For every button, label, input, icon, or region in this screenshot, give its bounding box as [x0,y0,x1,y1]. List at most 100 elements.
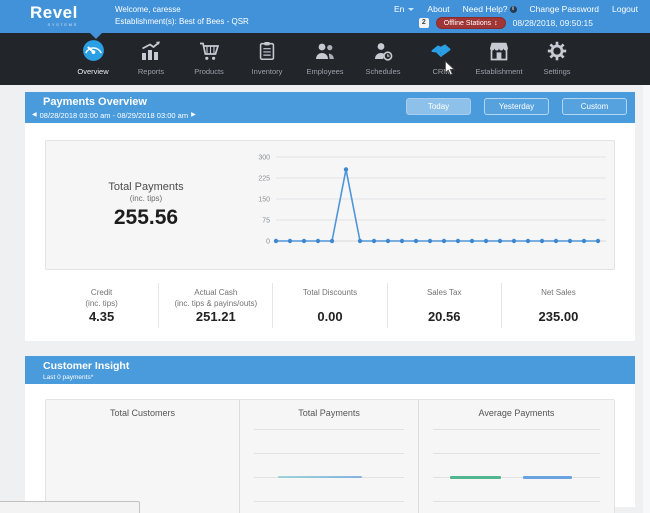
app-header: Revel SYSTEMS Welcome, caresse Establish… [0,0,650,33]
gear-icon [545,39,569,68]
stat-credit: Credit (inc. tips) 4.35 [45,283,158,328]
svg-text:75: 75 [262,217,270,224]
payments-overview-body: Total Payments (inc. tips) 255.56 0 75 150… [25,123,635,342]
gauge-icon [81,38,106,68]
svg-text:300: 300 [258,154,270,161]
column-header: Average Payments [478,408,555,419]
nav-label: Settings [543,67,571,76]
nav-item-products[interactable]: Products [180,40,238,76]
revel-logo[interactable]: Revel SYSTEMS [30,4,78,27]
range-buttons: Today Yesterday Custom [406,98,627,115]
total-payments-label: Total Payments [108,180,184,193]
welcome-block: Welcome, caresse Establishment(s): Best … [115,4,249,29]
offline-stations-button[interactable]: Offline Stations ↕ [435,17,506,29]
customer-insight-section: Customer Insight Last 0 payments* Total … [25,356,635,513]
total-payments-sublabel: (inc. tips) [129,193,163,203]
custom-button[interactable]: Custom [562,98,627,115]
nav-item-inventory[interactable]: Inventory [238,40,296,76]
header-status-row: 2 Offline Stations ↕ 08/28/2018, 09:50:1… [418,17,593,29]
stat-net-sales: Net Sales 235.00 [500,283,615,329]
need-help-link[interactable]: Need Help? i [463,4,517,14]
total-customers-column: Total Customers [46,400,239,513]
average-payments-column: Average Payments [418,400,614,513]
payments-overview-section: Payments Overview ◀ 08/28/2018 03:00 am … [25,92,635,342]
nav-item-crm[interactable]: CRM [412,40,470,76]
main-nav: Overview Reports Products Inventory Empl… [0,33,650,85]
date-range-text: 08/28/2018 03:00 am - 08/29/2018 03:00 a… [39,110,189,120]
customer-insight-header: Customer Insight Last 0 payments* [25,356,635,385]
today-button[interactable]: Today [406,98,471,115]
logo-word: Revel [30,3,78,22]
info-icon: i [509,5,517,13]
nav-label: Overview [77,67,109,76]
chart-segment-teal [278,476,363,479]
nav-label: Inventory [251,67,283,76]
nav-item-employees[interactable]: Employees [296,40,354,76]
establishment-text: Establishment(s): Best of Bees - QSR [115,17,249,27]
stat-value: 235.00 [538,309,579,324]
customer-insight-card: Total Customers Total Payments Average P… [45,399,615,513]
stat-value: 0.00 [317,309,343,324]
stat-actual-cash: Actual Cash (inc. tips & payins/outs) 251… [158,283,272,329]
reports-icon [139,39,163,68]
total-payments-block: Total Payments (inc. tips) 255.56 [46,181,246,230]
header-links: En About Need Help? i Change Password Log… [394,4,638,14]
stat-value: 20.56 [427,309,461,324]
logo-subtext: SYSTEMS [47,22,78,27]
browser-status-popup [0,501,140,513]
mini-chart-grid [419,429,614,503]
prev-day-arrow[interactable]: ◀ [32,112,37,119]
scrollbar-track[interactable] [643,85,650,513]
stat-value: 251.21 [195,309,236,325]
employees-icon [313,39,337,68]
payments-chart-card: Total Payments (inc. tips) 255.56 0 75 150… [45,140,615,270]
store-icon [487,39,511,68]
nav-label: Employees [306,67,344,76]
schedule-icon [371,39,395,68]
welcome-text: Welcome, caresse [115,5,181,14]
active-tab-caret [90,33,102,39]
about-link[interactable]: About [427,4,450,14]
nav-label: Establishment [475,67,523,76]
chevron-down-icon [408,7,415,11]
stat-value: 4.35 [88,309,115,325]
payments-overview-header: Payments Overview ◀ 08/28/2018 03:00 am … [25,92,635,123]
handshake-icon [428,39,454,68]
offline-count-badge: 2 [418,17,429,29]
section-title: Customer Insight [43,360,130,373]
logout-link[interactable]: Logout [612,4,638,14]
nav-item-overview[interactable]: Overview [64,40,122,76]
svg-text:225: 225 [258,175,270,182]
nav-label: CRM [432,67,450,76]
nav-label: Products [194,67,224,76]
column-header: Total Customers [110,408,176,419]
chart-block: 0 75 150 225 300 [246,147,614,264]
nav-item-reports[interactable]: Reports [122,40,180,76]
payments-stats-row: Credit (inc. tips) 4.35 Actual Cash (inc. … [45,283,615,329]
stat-total-discounts: Total Discounts 0.00 [272,283,386,329]
total-payments-value: 255.56 [113,205,179,229]
change-password-link[interactable]: Change Password [529,4,599,14]
language-menu[interactable]: En [394,4,415,14]
svg-text:0: 0 [266,238,270,245]
yesterday-button[interactable]: Yesterday [484,98,549,115]
stat-sales-tax: Sales Tax 20.56 [386,283,501,329]
column-header: Total Payments [298,408,360,419]
mini-chart-grid [240,429,418,503]
total-payments-column: Total Payments [239,400,418,513]
clipboard-icon [256,39,278,68]
customer-insight-body: Total Customers Total Payments Average P… [25,384,635,513]
nav-label: Schedules [365,67,401,76]
nav-label: Reports [137,67,165,76]
chart-segment-blue [523,476,572,479]
nav-item-establishment[interactable]: Establishment [470,40,528,76]
date-range-nav: ◀ 08/28/2018 03:00 am - 08/29/2018 03:00… [32,111,627,120]
section-title: Payments Overview [43,96,147,108]
nav-item-settings[interactable]: Settings [528,40,586,76]
current-datetime: 08/28/2018, 09:50:15 [512,18,593,28]
cart-icon [197,39,221,68]
next-day-arrow[interactable]: ▶ [191,112,196,119]
chart-segment-green [449,476,502,479]
nav-item-schedules[interactable]: Schedules [354,40,412,76]
